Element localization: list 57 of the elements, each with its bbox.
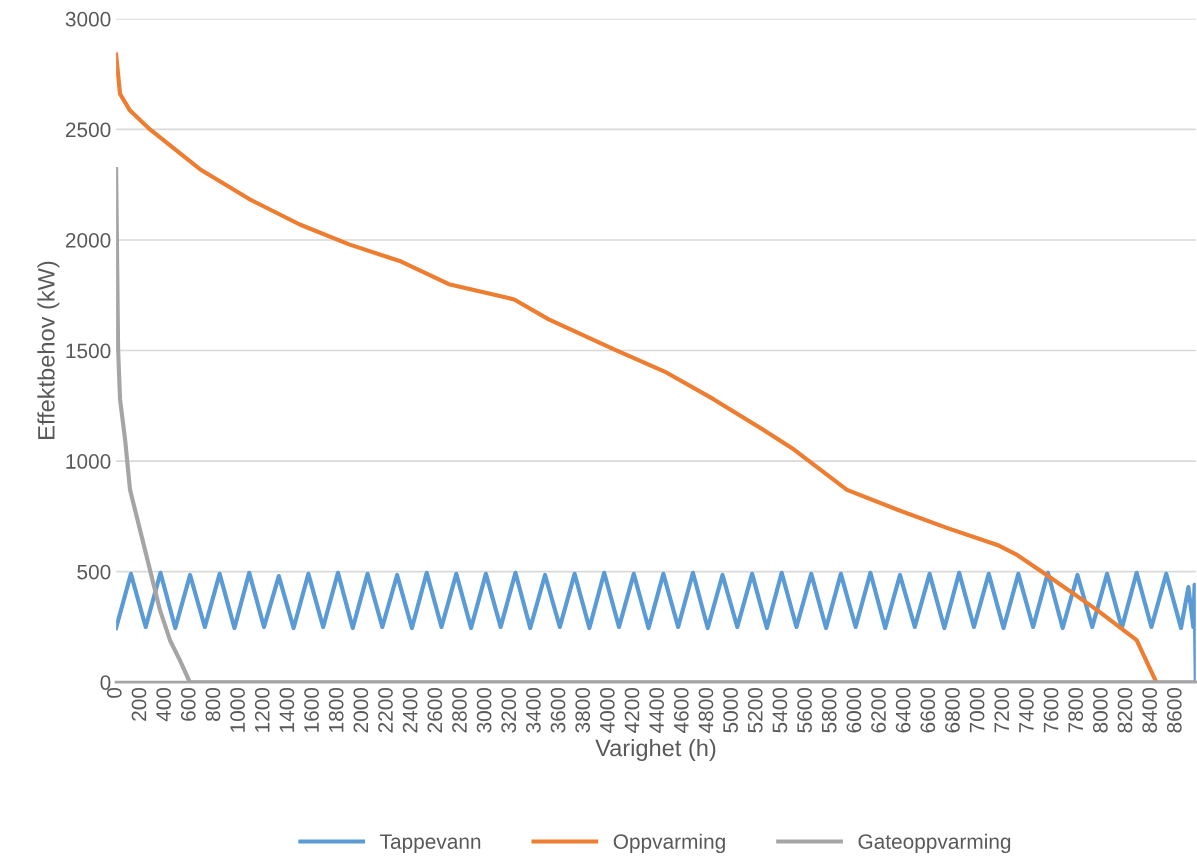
x-tick-label: 1800 (328, 687, 344, 732)
x-tick-label: 1000 (230, 687, 245, 732)
x-tick-label: 3400 (526, 687, 541, 733)
x-tick-label: 3600 (550, 687, 566, 733)
x-tick-label: 1600 (304, 687, 319, 732)
x-tick-label: 5000 (723, 687, 738, 733)
x-tick-label: 6000 (846, 687, 862, 733)
y-tick-label: 500 (77, 564, 111, 580)
x-tick-label: 2000 (353, 687, 369, 733)
x-tick-label: 4600 (673, 687, 689, 733)
x-tick-label: 7000 (969, 687, 985, 733)
line-series (116, 570, 1196, 683)
y-axis-title: Effektbehov (kW) (37, 261, 60, 439)
x-tick-label: 800 (205, 687, 221, 721)
legend-label: Oppvarming (613, 833, 725, 854)
x-tick-label: 3000 (476, 687, 492, 733)
x-tick-label: 8400 (1142, 687, 1158, 733)
y-tick-label: 1500 (66, 343, 111, 359)
x-tick-label: 7400 (1019, 687, 1034, 733)
x-tick-label: 1200 (254, 687, 270, 732)
x-tick-label: 6200 (871, 687, 886, 733)
x-tick-label: 8200 (1117, 687, 1133, 733)
y-tick-label: 0 (100, 675, 111, 690)
x-tick-label: 8000 (1092, 687, 1108, 733)
x-tick-label: 5200 (747, 687, 763, 733)
x-tick-label: 4200 (624, 687, 640, 733)
x-tick-label: 5800 (821, 687, 837, 733)
x-tick-label: 7800 (1068, 687, 1084, 733)
x-tick-label: 6600 (920, 687, 936, 733)
x-tick-label: 600 (180, 687, 196, 721)
legend-label: Gateoppvarming (858, 833, 1011, 854)
y-tick-label: 2000 (65, 232, 111, 248)
x-tick-label: 5400 (772, 687, 788, 733)
x-tick-label: 2200 (378, 687, 393, 733)
x-tick-label: 7200 (994, 687, 1010, 733)
x-tick-label: 3800 (575, 687, 591, 733)
x-tick-label: 2600 (427, 687, 443, 733)
x-tick-label: 400 (156, 687, 171, 722)
x-tick-label: 5600 (797, 687, 812, 733)
x-tick-label: 7600 (1043, 687, 1059, 733)
x-tick-label: 4800 (698, 687, 714, 733)
x-axis-title: Varighet (h) (595, 738, 716, 761)
x-tick-label: 4000 (599, 687, 615, 733)
x-tick-label: 8600 (1166, 687, 1182, 733)
x-tick-label: 1400 (279, 687, 295, 732)
y-tick-label: 2500 (65, 122, 111, 138)
line-series (116, 52, 1159, 683)
x-tick-label: 2800 (452, 687, 467, 733)
x-tick-label: 4400 (649, 687, 665, 733)
x-tick-label: 3200 (501, 687, 517, 733)
y-tick-label: 3000 (65, 11, 111, 27)
x-tick-label: 200 (131, 687, 147, 721)
x-tick-label: 6800 (945, 687, 960, 733)
x-tick-label: 6400 (895, 687, 911, 733)
y-tick-label: 1000 (66, 454, 111, 469)
legend-label: Tappevann (380, 834, 481, 854)
x-tick-label: 2400 (402, 687, 418, 733)
